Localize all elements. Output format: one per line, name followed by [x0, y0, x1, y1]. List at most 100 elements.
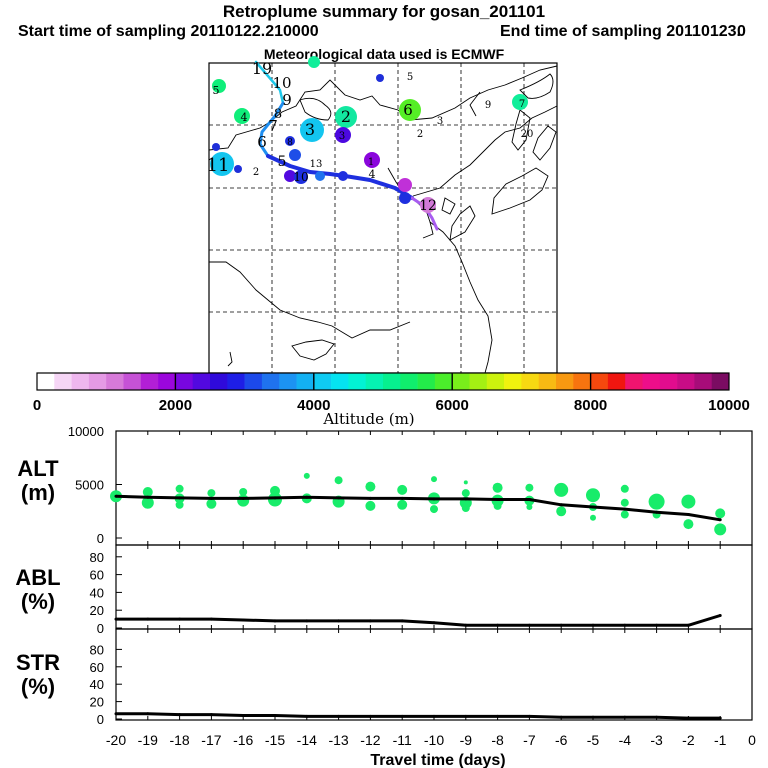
series-point — [146, 495, 150, 499]
series-point — [273, 619, 277, 623]
colorbar-cell — [434, 373, 453, 390]
colorbar-tick-label: 6000 — [436, 397, 469, 414]
series-point — [337, 714, 341, 718]
alt-scatter-point — [586, 488, 600, 503]
series-point — [400, 714, 404, 718]
alt-scatter-point — [397, 484, 408, 495]
alt-scatter-point — [239, 488, 248, 496]
alt-scatter-point — [681, 494, 696, 509]
series-point — [432, 714, 436, 718]
colorbar-cell — [417, 373, 436, 390]
map-marker — [234, 165, 242, 173]
colorbar-cell — [383, 373, 401, 390]
series-point — [496, 714, 500, 718]
colorbar-cell — [642, 373, 661, 390]
trajectory-markers — [210, 56, 528, 213]
map-marker — [285, 136, 295, 146]
panel-ylabel: ALT (m) — [17, 456, 59, 505]
colorbar-tick-label: 4000 — [297, 397, 330, 414]
series-point — [368, 714, 372, 718]
x-tick-label: -10 — [424, 732, 444, 748]
colorbar-cell — [192, 373, 211, 390]
colorbar-cell — [486, 373, 505, 390]
series-point — [273, 714, 277, 717]
series-point — [559, 503, 563, 507]
colorbar-cell — [607, 373, 626, 390]
alt-scatter-point — [463, 480, 468, 485]
x-tick-label: -6 — [555, 732, 568, 748]
map-day-label: 8 — [274, 107, 282, 122]
panel-alt: 10000 5000 0 ALT (m) — [17, 424, 753, 546]
colorbar-cell — [54, 373, 72, 390]
y-tick-label: 0 — [97, 531, 104, 546]
alt-scatter-point — [525, 483, 534, 492]
colorbar-cell — [71, 373, 90, 390]
map-marker — [212, 143, 220, 151]
colorbar-cell — [106, 373, 124, 390]
map-marker — [398, 178, 412, 192]
colorbar-cell — [279, 373, 297, 390]
colorbar-cell — [158, 373, 176, 390]
series-point — [623, 507, 627, 511]
panel-frame — [115, 430, 753, 546]
x-tick-label: -19 — [138, 732, 158, 748]
colorbar-cell — [140, 373, 159, 390]
series-point — [337, 619, 341, 623]
series-point — [146, 712, 150, 716]
series-point — [559, 715, 563, 719]
map-marker — [315, 171, 325, 181]
map-day-label: 11 — [207, 155, 230, 176]
start-time-label: Start time of sampling 20110122.210000 — [18, 23, 319, 40]
map-marker — [300, 118, 324, 142]
map-day-label: 13 — [310, 159, 323, 170]
alt-scatter-point — [365, 481, 376, 492]
y-tick-label: 60 — [90, 568, 104, 583]
map-marker — [308, 56, 320, 68]
series-point — [114, 617, 118, 621]
series-point — [432, 497, 436, 501]
map-day-label: 1 — [368, 157, 374, 168]
map-day-label: 3 — [339, 131, 345, 142]
x-tick-label: -7 — [523, 732, 536, 748]
map-day-label: 9 — [485, 100, 491, 111]
series-point — [241, 618, 245, 622]
y-tick-label: 0 — [97, 712, 104, 727]
colorbar-frame — [36, 372, 730, 391]
alt-scatter-point — [492, 482, 503, 493]
x-axis-label: Travel time (days) — [370, 752, 505, 768]
map-marker — [335, 127, 351, 143]
map-marker — [338, 171, 348, 181]
series-point — [686, 716, 690, 720]
panel-frame — [115, 628, 753, 721]
alt-scatter-point — [207, 489, 216, 498]
x-tick-label: -14 — [297, 732, 317, 748]
series-point — [718, 716, 722, 720]
altitude-colorbar: 0 2000 4000 6000 8000 10000 Altitude (m) — [33, 372, 750, 428]
alt-scatter-point — [334, 476, 343, 485]
x-tick-label: -17 — [201, 732, 221, 748]
series-point — [655, 715, 659, 719]
x-tick-label: -2 — [682, 732, 695, 748]
series-point — [591, 505, 595, 509]
series-point — [178, 496, 182, 500]
x-tick-label: -1 — [714, 732, 727, 748]
colorbar-cell — [469, 373, 488, 390]
y-tick-label: 80 — [90, 642, 104, 657]
series-point — [368, 496, 372, 500]
colorbar-cell — [261, 373, 280, 390]
series-point — [305, 495, 309, 499]
colorbar-cell — [677, 373, 695, 390]
series-point — [718, 614, 722, 617]
x-tick-label: -15 — [265, 732, 285, 748]
map-day-label: 19 — [252, 59, 272, 78]
alt-scatter-point — [397, 499, 408, 510]
map-marker — [234, 108, 250, 124]
x-tick-label: -8 — [491, 732, 504, 748]
map-marker — [399, 99, 421, 121]
y-tick-label: 10000 — [68, 424, 104, 439]
y-tick-label: 0 — [97, 621, 104, 636]
panel-abl: 80 60 40 20 0 ABL (%) — [15, 544, 753, 636]
alt-scatter-point — [556, 506, 567, 517]
x-tick-label: -9 — [460, 732, 473, 748]
